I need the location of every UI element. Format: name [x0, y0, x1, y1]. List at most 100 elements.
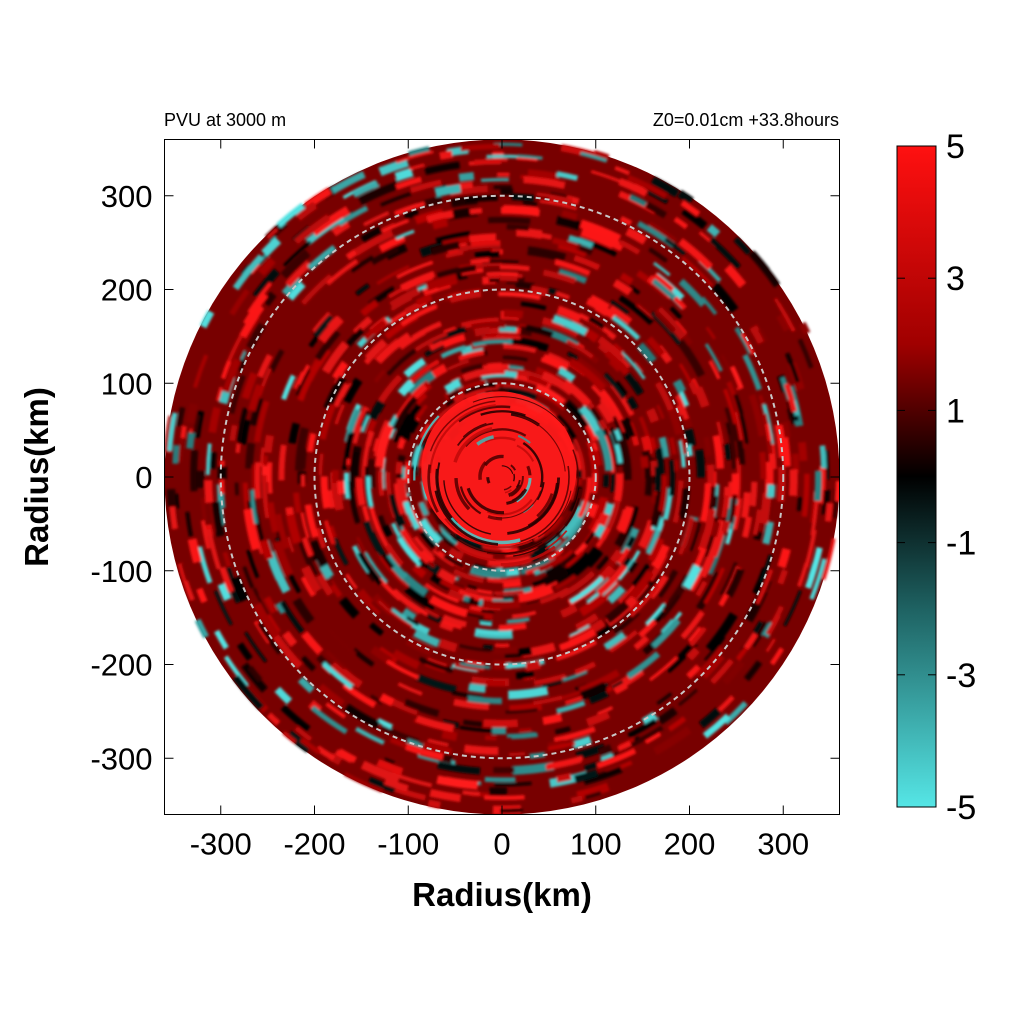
- pv-anomaly-streak: [721, 495, 729, 518]
- pv-anomaly-streak: [447, 546, 465, 562]
- pv-anomaly-streak: [503, 204, 539, 214]
- pv-anomaly-streak: [814, 470, 822, 502]
- pv-anomaly-streak: [762, 521, 775, 545]
- pv-anomaly-streak: [578, 317, 609, 339]
- pv-anomaly-streak: [568, 485, 583, 514]
- pv-anomaly-streak: [403, 357, 427, 378]
- pv-anomaly-streak: [288, 422, 300, 444]
- pv-anomaly-streak: [609, 299, 630, 316]
- pv-anomaly-streak: [500, 808, 523, 814]
- reference-circle: [407, 382, 597, 572]
- pv-anomaly-streak: [799, 321, 811, 335]
- pv-anomaly-streak: [708, 360, 721, 380]
- pv-anomaly-streak: [375, 424, 394, 468]
- pv-anomaly-streak: [286, 536, 295, 553]
- pv-anomaly-streak: [580, 151, 608, 163]
- pv-anomaly-streak: [459, 644, 491, 652]
- pv-anomaly-streak: [629, 583, 660, 618]
- pv-anomaly-streak: [267, 502, 279, 533]
- pv-anomaly-streak: [629, 570, 654, 599]
- pv-anomaly-streak: [334, 403, 346, 425]
- pv-anomaly-streak: [494, 781, 532, 787]
- pv-core-swirl: [444, 518, 533, 549]
- pv-anomaly-streak: [527, 169, 560, 183]
- pv-anomaly-streak: [705, 326, 717, 340]
- pv-anomaly-streak: [413, 628, 441, 648]
- pv-anomaly-streak: [359, 410, 370, 428]
- pv-anomaly-streak: [702, 654, 725, 679]
- pv-anomaly-streak: [326, 525, 337, 540]
- pv-anomaly-streak: [180, 425, 187, 439]
- pv-anomaly-streak: [653, 726, 692, 756]
- pv-anomaly-streak: [399, 270, 436, 291]
- pv-anomaly-streak: [376, 265, 410, 286]
- pv-anomaly-streak: [536, 192, 573, 203]
- pv-anomaly-streak: [331, 220, 351, 237]
- pv-anomaly-streak: [700, 296, 718, 316]
- pv-core-swirl: [487, 514, 503, 521]
- pv-anomaly-streak: [797, 338, 814, 369]
- pv-anomaly-streak: [284, 260, 312, 288]
- pv-anomaly-streak: [724, 443, 732, 461]
- pv-anomaly-streak: [418, 558, 429, 569]
- pv-anomaly-streak: [478, 616, 493, 623]
- pv-core-swirl: [495, 490, 542, 519]
- pv-anomaly-streak: [254, 462, 262, 499]
- pv-anomaly-streak: [785, 352, 800, 383]
- x-tick-label: -100: [377, 827, 439, 862]
- pv-anomaly-streak: [267, 462, 273, 494]
- pv-anomaly-streak: [527, 373, 550, 388]
- pv-anomaly-streak: [647, 537, 665, 563]
- pv-core-swirl: [572, 449, 579, 500]
- pv-anomaly-streak: [253, 400, 270, 443]
- pv-anomaly-streak: [505, 707, 538, 714]
- pv-anomaly-streak: [345, 431, 356, 460]
- pv-core-swirl: [518, 415, 566, 472]
- pv-anomaly-streak: [638, 619, 658, 638]
- pv-anomaly-streak: [408, 146, 430, 157]
- pv-core-swirl: [429, 404, 496, 474]
- pv-core-swirl: [483, 454, 504, 467]
- pv-anomaly-streak: [631, 563, 650, 588]
- pv-anomaly-streak: [766, 484, 776, 498]
- pv-anomaly-streak: [805, 547, 823, 590]
- pv-anomaly-streak: [566, 401, 589, 428]
- pv-anomaly-streak: [297, 676, 315, 694]
- pv-anomaly-streak: [539, 587, 570, 605]
- pv-anomaly-streak: [658, 475, 667, 512]
- pv-anomaly-streak: [651, 272, 675, 294]
- pv-anomaly-streak: [704, 343, 723, 372]
- pv-anomaly-streak: [360, 226, 383, 244]
- pv-anomaly-streak: [678, 688, 698, 707]
- pv-anomaly-streak: [193, 354, 209, 389]
- pv-anomaly-streak: [599, 388, 624, 422]
- pv-core-swirl: [434, 490, 499, 546]
- pv-anomaly-streak: [252, 602, 280, 639]
- pv-core-swirl: [536, 493, 554, 518]
- pv-anomaly-streak: [612, 279, 633, 296]
- pv-anomaly-streak: [517, 584, 554, 603]
- pv-anomaly-streak: [252, 587, 270, 616]
- pv-anomaly-streak: [332, 360, 349, 381]
- pv-anomaly-streak: [395, 150, 434, 164]
- pv-anomaly-streak: [502, 563, 522, 570]
- pv-anomaly-streak: [681, 207, 708, 230]
- pv-anomaly-streak: [722, 660, 745, 686]
- pv-anomaly-streak: [355, 283, 371, 297]
- pv-anomaly-streak: [307, 244, 337, 271]
- pv-anomaly-streak: [742, 353, 762, 391]
- pv-anomaly-streak: [186, 432, 196, 449]
- pv-anomaly-streak: [712, 495, 719, 509]
- pv-anomaly-streak: [320, 476, 331, 509]
- pv-anomaly-streak: [396, 536, 423, 567]
- pv-anomaly-streak: [180, 563, 190, 582]
- pv-anomaly-streak: [706, 224, 721, 238]
- pv-anomaly-streak: [232, 674, 265, 711]
- pv-anomaly-streak: [252, 268, 280, 300]
- pv-anomaly-streak: [318, 453, 324, 476]
- pv-core-swirl: [507, 484, 522, 497]
- pv-anomaly-streak: [573, 438, 586, 480]
- pv-anomaly-streak: [437, 568, 457, 585]
- pv-anomaly-streak: [301, 631, 324, 655]
- pv-anomaly-streak: [635, 303, 654, 320]
